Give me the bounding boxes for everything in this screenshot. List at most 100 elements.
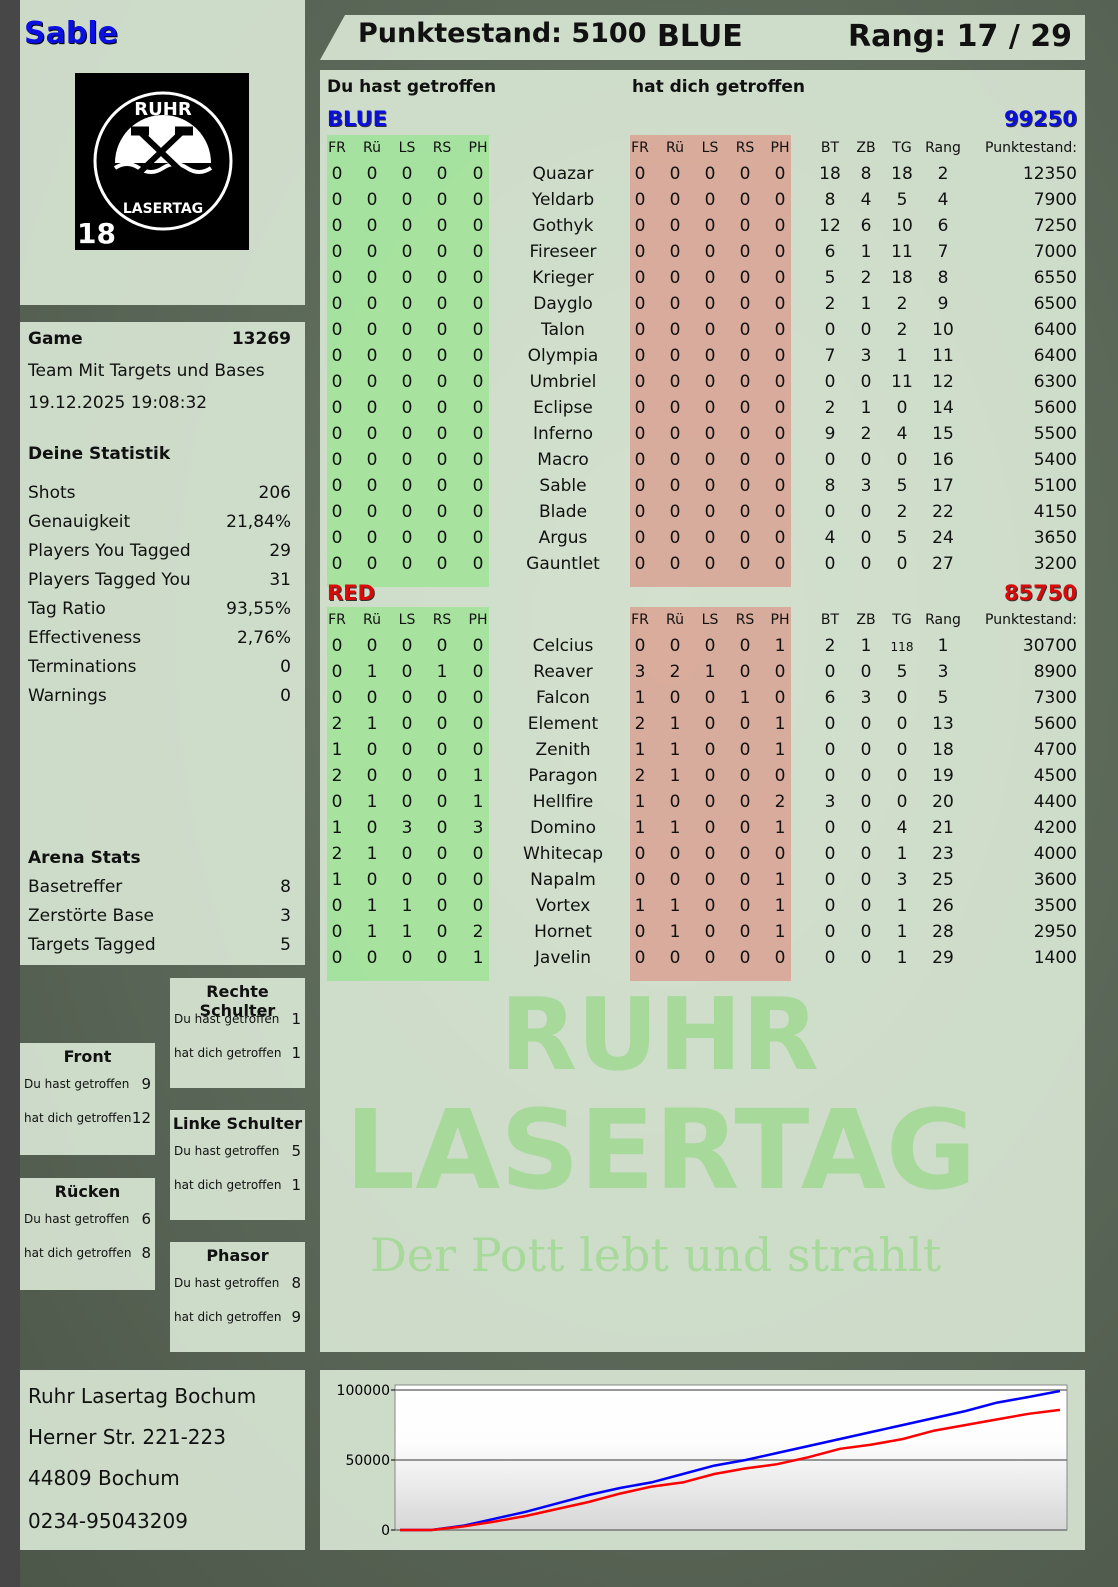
hit-you-cell: 0 (634, 372, 646, 392)
hit-zone-title: Rücken (54, 1182, 121, 1201)
you-hit-cell: 0 (436, 424, 448, 444)
stat-cell: 0 (824, 896, 836, 916)
hit-you-cell: 0 (704, 528, 716, 548)
you-hit-cell: 0 (436, 740, 448, 760)
stat-cell: 3 (860, 688, 872, 708)
you-hit-cell: 1 (401, 896, 413, 916)
you-hit-cell: 0 (401, 792, 413, 812)
hit-you-cell: 0 (704, 216, 716, 236)
you-hit-cell: 1 (366, 844, 378, 864)
player-row: 1 0 0 0 0 Zenith 1 1 0 0 1 0 0 0 18 4700 (320, 740, 1085, 764)
you-hit-cell: 0 (472, 528, 484, 548)
hit-you-cell: 0 (704, 268, 716, 288)
stat-cell: 0 (860, 372, 872, 392)
hit-you-label: hat dich getroffen (174, 1046, 282, 1060)
stat-cell: 1 (860, 636, 872, 656)
stat-col-header: ZB (856, 612, 876, 628)
team-total: 85750 (1003, 581, 1077, 605)
arena-stat-value: 3 (280, 906, 291, 926)
you-hit-cell: 0 (436, 294, 448, 314)
player-score: 5600 (1033, 398, 1077, 418)
hit-you-cell: 0 (669, 320, 681, 340)
hit-you-cell: 0 (704, 766, 716, 786)
you-hit-cell: 0 (331, 216, 343, 236)
hit-you-cell: 0 (634, 346, 646, 366)
stat-cell: 0 (896, 398, 908, 418)
stat-cell: 16 (932, 450, 954, 470)
game-label: Game (28, 329, 83, 349)
hit-you-cell: 0 (704, 346, 716, 366)
hit-you-cell: 0 (739, 242, 751, 262)
hit-you-cell: 0 (774, 398, 786, 418)
stat-cell: 5 (896, 190, 908, 210)
player-score: 4500 (1033, 766, 1077, 786)
hit-you-cell: 0 (634, 554, 646, 574)
player-row: 0 0 0 0 0 Dayglo 0 0 0 0 0 2 1 2 9 6500 (320, 294, 1085, 318)
player-name: Yeldarb (531, 190, 595, 210)
player-panel: Sable RUHR LASERTAG 18 (20, 0, 305, 305)
hit-you-cell: 0 (634, 242, 646, 262)
hit-you-cell: 0 (634, 844, 646, 864)
you-hit-cell: 0 (331, 554, 343, 574)
stat-cell: 4 (860, 190, 872, 210)
hit-you-cell: 2 (634, 766, 646, 786)
you-hit-cell: 0 (472, 268, 484, 288)
stat-cell: 2 (824, 294, 836, 314)
stat-cell: 12 (932, 372, 954, 392)
hit-you-cell: 0 (739, 190, 751, 210)
you-hit-cell: 0 (401, 450, 413, 470)
player-row: 0 1 0 0 1 Hellfire 1 0 0 0 2 3 0 0 20 4400 (320, 792, 1085, 816)
hit-you-cell: 0 (739, 740, 751, 760)
stat-cell: 0 (896, 688, 908, 708)
player-row: 0 1 1 0 0 Vortex 1 1 0 0 1 0 0 1 26 3500 (320, 896, 1085, 920)
hit-you-cell: 1 (774, 818, 786, 838)
player-name: Blade (538, 502, 588, 522)
you-hit-cell: 0 (472, 714, 484, 734)
hit-you-col-header: PH (770, 612, 790, 628)
hit-you-value: 1 (291, 1044, 301, 1062)
team-label: BLUE (657, 19, 743, 54)
stat-col-header: ZB (856, 140, 876, 156)
you-hit-cell: 0 (366, 740, 378, 760)
stat-label: Effectiveness (28, 628, 142, 648)
stat-cell: 5 (896, 476, 908, 496)
hit-you-cell: 0 (634, 450, 646, 470)
you-hit-col-header: RS (432, 612, 452, 628)
hit-you-cell: 0 (774, 320, 786, 340)
hit-you-cell: 0 (774, 528, 786, 548)
stat-cell: 0 (860, 818, 872, 838)
hit-you-cell: 0 (739, 372, 751, 392)
you-hit-cell: 0 (401, 346, 413, 366)
hit-you-cell: 3 (634, 662, 646, 682)
hit-you-cell: 0 (774, 662, 786, 682)
hit-you-cell: 0 (704, 870, 716, 890)
player-score: 7900 (1033, 190, 1077, 210)
you-hit-label: Du hast getroffen (24, 1212, 130, 1226)
you-hit-cell: 0 (472, 554, 484, 574)
stat-cell: 1 (896, 922, 908, 942)
you-hit-cell: 0 (331, 922, 343, 942)
hit-you-cell: 0 (774, 688, 786, 708)
hit-you-cell: 0 (739, 870, 751, 890)
player-score: 7000 (1033, 242, 1077, 262)
you-hit-cell: 0 (331, 424, 343, 444)
player-row: 0 1 0 1 0 Reaver 3 2 1 0 0 0 0 5 3 8900 (320, 662, 1085, 686)
you-hit-cell: 0 (331, 320, 343, 340)
score-chart-panel: 100000 50000 0 (320, 1370, 1085, 1550)
stats-title: Deine Statistik (28, 444, 171, 464)
hit-you-cell: 2 (669, 662, 681, 682)
stat-col-header: Rang (925, 140, 961, 156)
hit-you-cell: 0 (774, 948, 786, 968)
hit-you-cell: 0 (634, 190, 646, 210)
you-hit-cell: 0 (331, 242, 343, 262)
phone-number: 0234-95043209 (28, 1509, 188, 1533)
stat-cell: 0 (860, 528, 872, 548)
series-line-red (400, 1408, 1061, 1532)
game-panel: Game 13269 Team Mit Targets und Bases 19… (20, 322, 305, 965)
game-id: 13269 (231, 329, 291, 349)
hit-you-cell: 0 (704, 242, 716, 262)
hit-you-cell: 0 (739, 398, 751, 418)
hit-you-col-header: RS (735, 140, 755, 156)
you-hit-cell: 0 (366, 164, 378, 184)
player-row: 0 0 0 0 0 Blade 0 0 0 0 0 0 0 2 22 4150 (320, 502, 1085, 526)
